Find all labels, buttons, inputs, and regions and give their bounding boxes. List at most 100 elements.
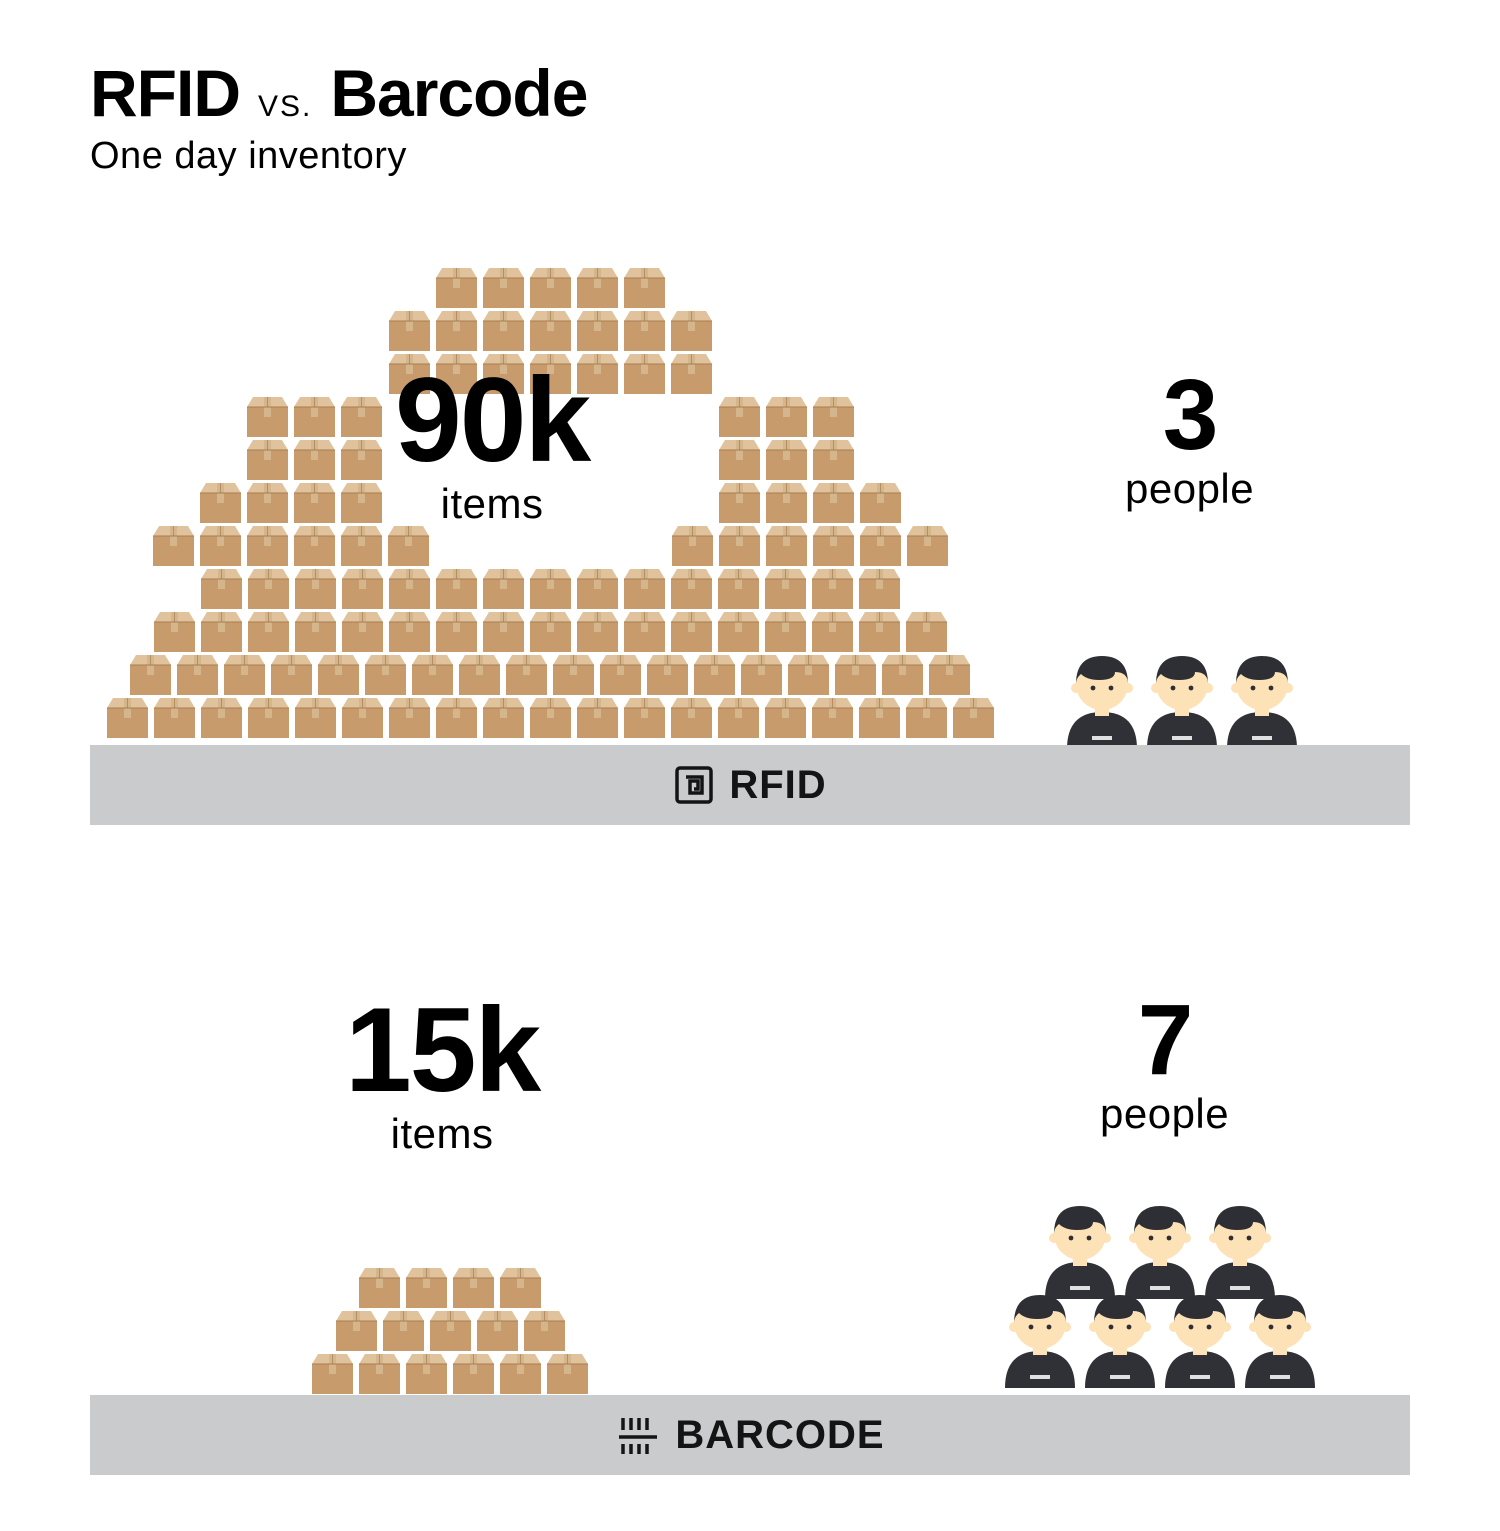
box-icon	[833, 651, 878, 696]
box-icon	[434, 307, 479, 352]
box-icon	[481, 264, 526, 309]
box-icon	[645, 651, 690, 696]
box-icon	[669, 694, 714, 739]
box-icon	[363, 651, 408, 696]
box-icon	[434, 694, 479, 739]
barcode-bar-label: BARCODE	[675, 1413, 884, 1458]
people-row	[1062, 644, 1302, 749]
box-icon	[498, 1264, 543, 1309]
box-icon	[152, 694, 197, 739]
box-icon	[198, 479, 243, 524]
box-icon	[175, 651, 220, 696]
box-icon	[481, 565, 526, 610]
box-icon	[246, 565, 291, 610]
box-icon	[128, 651, 173, 696]
box-icon	[293, 694, 338, 739]
box-icon	[764, 479, 809, 524]
box-icon	[481, 307, 526, 352]
box-icon	[292, 436, 337, 481]
box-icon	[810, 565, 855, 610]
box-icon	[622, 608, 667, 653]
box-icon	[810, 694, 855, 739]
box-icon	[670, 522, 715, 567]
box-icon	[880, 651, 925, 696]
barcode-bar: BARCODE	[90, 1395, 1410, 1475]
box-icon	[575, 694, 620, 739]
box-icon	[858, 522, 903, 567]
box-row	[90, 565, 1010, 610]
box-icon	[481, 608, 526, 653]
box-icon	[575, 565, 620, 610]
box-icon	[428, 1307, 473, 1352]
barcode-people-stat: 7 people	[1100, 990, 1229, 1138]
box-icon	[310, 1350, 355, 1395]
box-icon	[739, 651, 784, 696]
box-icon	[905, 522, 950, 567]
box-icon	[245, 522, 290, 567]
box-icon	[669, 608, 714, 653]
person-icon	[1075, 1283, 1165, 1388]
box-icon	[198, 522, 243, 567]
box-icon	[339, 436, 384, 481]
box-icon	[451, 1264, 496, 1309]
box-row	[90, 522, 1010, 567]
barcode-box-pile	[290, 1266, 610, 1395]
box-icon	[292, 479, 337, 524]
box-icon	[927, 651, 972, 696]
rfid-items-unit: items	[395, 480, 589, 528]
box-icon	[357, 1264, 402, 1309]
barcode-people-unit: people	[1100, 1090, 1229, 1138]
rfid-people-value: 3	[1125, 365, 1254, 465]
box-icon	[598, 651, 643, 696]
box-icon	[340, 608, 385, 653]
box-icon	[528, 608, 573, 653]
box-icon	[475, 1307, 520, 1352]
box-icon	[763, 565, 808, 610]
box-icon	[811, 393, 856, 438]
box-icon	[763, 694, 808, 739]
box-icon	[522, 1307, 567, 1352]
box-icon	[199, 608, 244, 653]
box-icon	[857, 565, 902, 610]
box-icon	[387, 565, 432, 610]
person-icon	[1057, 644, 1147, 749]
box-icon	[763, 608, 808, 653]
barcode-people-icons	[1000, 1194, 1320, 1388]
box-icon	[246, 694, 291, 739]
box-icon	[404, 1264, 449, 1309]
box-icon	[669, 350, 714, 395]
box-icon	[246, 608, 291, 653]
box-icon	[381, 1307, 426, 1352]
box-icon	[339, 522, 384, 567]
box-icon	[622, 350, 667, 395]
box-icon	[498, 1350, 543, 1395]
box-icon	[387, 307, 432, 352]
box-row	[90, 264, 1010, 309]
barcode-people-value: 7	[1100, 990, 1229, 1090]
rfid-items-value: 90k	[395, 360, 589, 480]
person-icon	[1155, 1283, 1245, 1388]
box-icon	[858, 479, 903, 524]
box-icon	[245, 479, 290, 524]
box-row	[290, 1307, 610, 1352]
box-icon	[786, 651, 831, 696]
box-icon	[551, 651, 596, 696]
box-icon	[764, 393, 809, 438]
barcode-icon	[615, 1414, 661, 1456]
box-icon	[669, 565, 714, 610]
rfid-bar-label: RFID	[729, 763, 826, 808]
box-icon	[528, 307, 573, 352]
box-icon	[199, 694, 244, 739]
box-icon	[434, 264, 479, 309]
box-icon	[245, 436, 290, 481]
box-icon	[904, 694, 949, 739]
box-row	[90, 608, 1010, 653]
people-row	[1000, 1283, 1320, 1388]
box-icon	[269, 651, 314, 696]
box-icon	[575, 307, 620, 352]
title-rfid: RFID	[90, 55, 240, 131]
box-icon	[293, 608, 338, 653]
box-icon	[152, 608, 197, 653]
box-icon	[857, 608, 902, 653]
person-icon	[1217, 644, 1307, 749]
